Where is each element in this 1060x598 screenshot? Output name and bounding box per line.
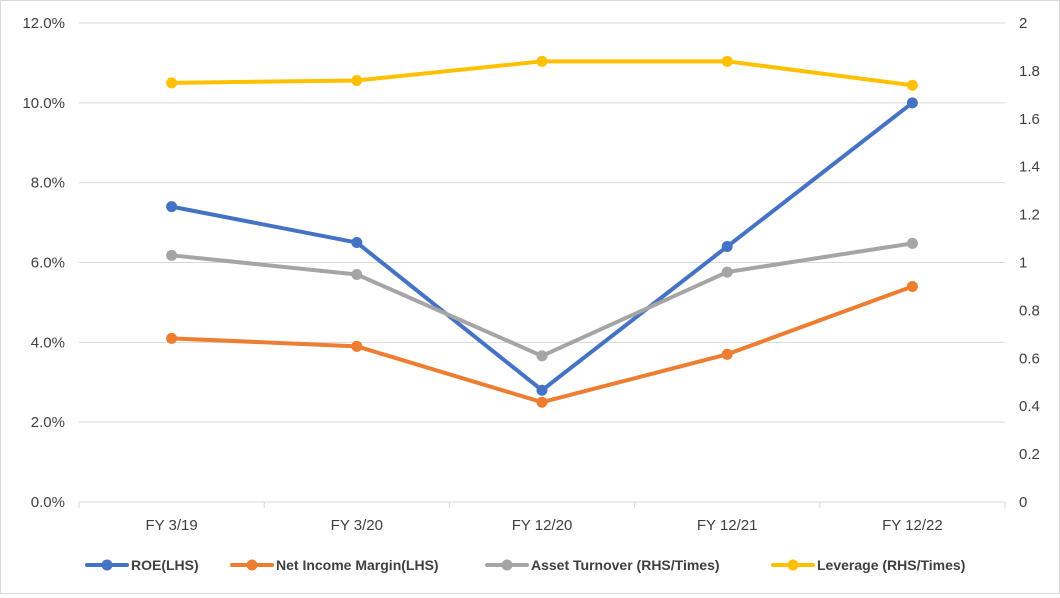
right-axis-tick-label: 0.2 xyxy=(1019,446,1040,463)
legend-label: Asset Turnover (RHS/Times) xyxy=(531,557,720,573)
right-axis-tick-label: 0.8 xyxy=(1019,302,1040,319)
data-point xyxy=(536,55,548,67)
left-axis-tick-label: 6.0% xyxy=(31,255,65,272)
legend-swatch-marker xyxy=(501,559,513,571)
left-axis-tick-label: 10.0% xyxy=(22,95,65,112)
data-point xyxy=(536,350,548,362)
series-line xyxy=(169,241,915,358)
data-point xyxy=(351,74,363,86)
series-group xyxy=(166,55,918,408)
left-axis-tick-label: 12.0% xyxy=(22,15,65,32)
data-point xyxy=(721,348,733,360)
legend-label: Leverage (RHS/Times) xyxy=(817,557,965,573)
left-axis: 0.0% 2.0% 4.0% 6.0% 8.0% 10.0% 12.0% xyxy=(22,15,65,511)
right-axis-tick-label: 0.4 xyxy=(1019,398,1040,415)
data-point xyxy=(721,266,733,278)
legend-item: Net Income Margin(LHS) xyxy=(230,557,439,573)
series-1 xyxy=(166,97,918,396)
legend-swatch-marker xyxy=(246,559,258,571)
x-axis: FY 3/19 FY 3/20 FY 12/20 FY 12/21 FY 12/22 xyxy=(78,502,1006,534)
data-point xyxy=(351,237,363,249)
right-axis: 0 0.2 0.4 0.6 0.8 1 1.2 1.4 1.6 1.8 2 xyxy=(1019,15,1040,511)
legend-item: ROE(LHS) xyxy=(85,557,199,573)
right-axis-tick-label: 1.8 xyxy=(1019,63,1040,80)
x-axis-tick-label: FY 3/20 xyxy=(331,517,383,534)
x-axis-tick-label: FY 12/21 xyxy=(697,517,758,534)
right-axis-tick-label: 0.6 xyxy=(1019,350,1040,367)
legend-swatch-marker xyxy=(787,559,799,571)
data-point xyxy=(536,396,548,408)
data-point xyxy=(906,79,918,91)
data-point xyxy=(166,249,178,261)
data-point xyxy=(906,280,918,292)
data-point xyxy=(536,384,548,396)
x-axis-tick-label: FY 12/22 xyxy=(882,517,943,534)
series-2 xyxy=(166,280,918,408)
x-axis-tick-label: FY 3/19 xyxy=(145,517,197,534)
data-point xyxy=(906,97,918,109)
right-axis-tick-label: 1.6 xyxy=(1019,111,1040,128)
data-point xyxy=(166,201,178,213)
legend-label: ROE(LHS) xyxy=(131,557,199,573)
data-point xyxy=(351,268,363,280)
legend-item: Asset Turnover (RHS/Times) xyxy=(485,557,720,573)
legend-item: Leverage (RHS/Times) xyxy=(771,557,965,573)
data-point xyxy=(166,77,178,89)
right-axis-tick-label: 1 xyxy=(1019,255,1027,272)
data-point xyxy=(351,340,363,352)
data-point xyxy=(906,237,918,249)
right-axis-tick-label: 2 xyxy=(1019,15,1027,32)
left-axis-tick-label: 2.0% xyxy=(31,414,65,431)
right-axis-tick-label: 1.4 xyxy=(1019,159,1040,176)
left-axis-tick-label: 4.0% xyxy=(31,334,65,351)
right-axis-tick-label: 0 xyxy=(1019,494,1027,511)
left-axis-tick-label: 0.0% xyxy=(31,494,65,511)
data-point xyxy=(166,332,178,344)
data-point xyxy=(721,241,733,253)
gridlines xyxy=(79,22,1005,503)
data-point xyxy=(721,55,733,67)
x-axis-tick-label: FY 12/20 xyxy=(512,517,573,534)
left-axis-tick-label: 8.0% xyxy=(31,175,65,192)
series-line xyxy=(169,100,915,393)
legend: ROE(LHS) Net Income Margin(LHS) Asset Turn… xyxy=(85,557,965,573)
legend-swatch-marker xyxy=(101,559,113,571)
series-4 xyxy=(166,55,918,91)
right-axis-tick-label: 1.2 xyxy=(1019,207,1040,224)
legend-label: Net Income Margin(LHS) xyxy=(276,557,439,573)
series-3 xyxy=(166,237,918,362)
